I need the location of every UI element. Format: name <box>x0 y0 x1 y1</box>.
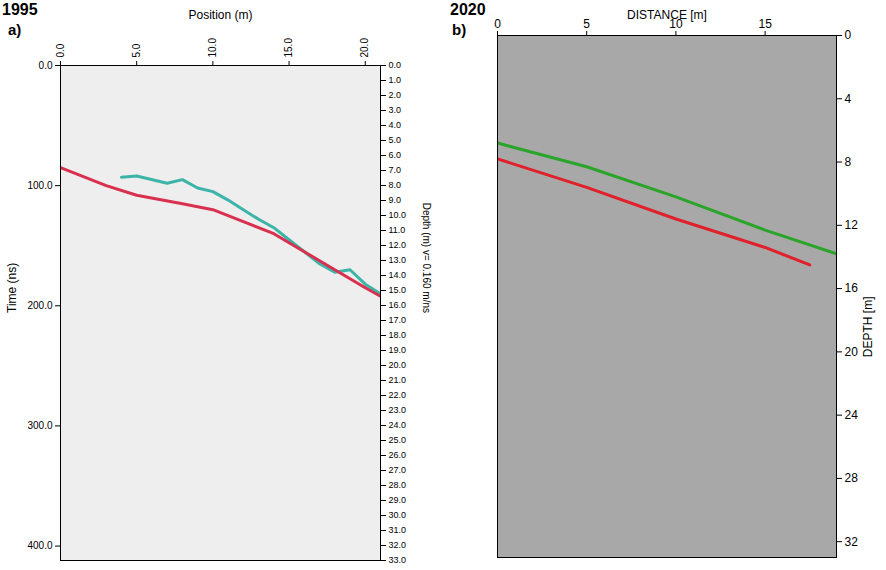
svg-text:10.0: 10.0 <box>207 38 218 58</box>
svg-text:20.0: 20.0 <box>359 38 370 58</box>
svg-text:Position (m): Position (m) <box>188 8 252 22</box>
svg-text:12.0: 12.0 <box>389 240 407 250</box>
svg-text:20.0: 20.0 <box>389 360 407 370</box>
svg-text:10.0: 10.0 <box>389 210 407 220</box>
svg-text:Depth (m) v= 0.160 m/ns: Depth (m) v= 0.160 m/ns <box>421 203 432 313</box>
svg-text:27.0: 27.0 <box>389 465 407 475</box>
svg-text:8.0: 8.0 <box>389 180 402 190</box>
svg-text:13.0: 13.0 <box>389 255 407 265</box>
svg-text:20: 20 <box>845 345 859 359</box>
svg-text:0.0: 0.0 <box>389 60 402 70</box>
svg-text:21.0: 21.0 <box>389 375 407 385</box>
html-text:b): b) <box>452 21 467 38</box>
svg-text:24: 24 <box>845 408 859 422</box>
svg-text:15.0: 15.0 <box>283 38 294 58</box>
svg-text:32.0: 32.0 <box>389 540 407 550</box>
svg-text:14.0: 14.0 <box>389 270 407 280</box>
svg-text:0.0: 0.0 <box>55 43 66 57</box>
svg-text:6.0: 6.0 <box>389 150 402 160</box>
svg-text:19.0: 19.0 <box>389 345 407 355</box>
svg-text:16: 16 <box>845 281 859 295</box>
svg-text:10: 10 <box>669 16 683 31</box>
svg-text:100.0: 100.0 <box>27 180 52 191</box>
svg-text:0: 0 <box>845 28 852 42</box>
svg-text:DEPTH [m]: DEPTH [m] <box>861 297 875 358</box>
svg-text:Time (ns): Time (ns) <box>5 263 19 313</box>
svg-text:0.0: 0.0 <box>39 60 53 71</box>
svg-text:300.0: 300.0 <box>27 420 52 431</box>
svg-text:2.0: 2.0 <box>389 90 402 100</box>
svg-text:0: 0 <box>494 17 501 31</box>
svg-text:DISTANCE [m]: DISTANCE [m] <box>627 8 707 22</box>
svg-text:8: 8 <box>845 155 852 169</box>
svg-text:28: 28 <box>845 471 859 485</box>
svg-text:3.0: 3.0 <box>389 105 402 115</box>
svg-text:4.0: 4.0 <box>389 120 402 130</box>
svg-text:15: 15 <box>758 17 772 31</box>
svg-text:7.0: 7.0 <box>389 165 402 175</box>
svg-text:5.0: 5.0 <box>131 43 142 57</box>
svg-text:33.0: 33.0 <box>389 555 407 565</box>
svg-text:30.0: 30.0 <box>389 510 407 520</box>
svg-text:17.0: 17.0 <box>389 315 407 325</box>
svg-text:24.0: 24.0 <box>389 420 407 430</box>
svg-text:15.0: 15.0 <box>389 285 407 295</box>
svg-text:4: 4 <box>845 92 852 106</box>
svg-text:16.0: 16.0 <box>389 300 407 310</box>
svg-text:32: 32 <box>845 535 859 549</box>
html-text:2020: 2020 <box>450 1 486 18</box>
svg-text:5.0: 5.0 <box>389 135 402 145</box>
svg-text:12: 12 <box>845 218 859 232</box>
svg-text:29.0: 29.0 <box>389 495 407 505</box>
svg-text:26.0: 26.0 <box>389 450 407 460</box>
html-text:a): a) <box>8 21 22 38</box>
svg-text:18.0: 18.0 <box>389 330 407 340</box>
svg-text:200.0: 200.0 <box>27 300 52 311</box>
svg-text:28.0: 28.0 <box>389 480 407 490</box>
svg-text:11.0: 11.0 <box>389 225 406 235</box>
svg-text:23.0: 23.0 <box>389 405 407 415</box>
svg-text:5: 5 <box>583 17 590 31</box>
svg-text:400.0: 400.0 <box>27 540 52 551</box>
svg-text:9.0: 9.0 <box>389 195 402 205</box>
svg-text:25.0: 25.0 <box>389 435 407 445</box>
html-text:1995: 1995 <box>2 1 38 18</box>
svg-text:22.0: 22.0 <box>389 390 407 400</box>
svg-text:31.0: 31.0 <box>389 525 407 535</box>
svg-text:1.0: 1.0 <box>389 75 402 85</box>
